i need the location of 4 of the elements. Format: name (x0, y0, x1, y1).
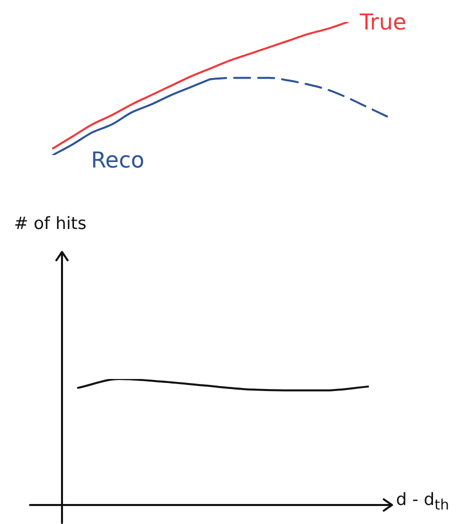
y-axis-title: # of hits (14, 214, 86, 234)
x-axis-title: d - d$_{th}$ (396, 490, 450, 514)
series-label: Reco (91, 148, 144, 174)
series-label: True (358, 10, 406, 36)
